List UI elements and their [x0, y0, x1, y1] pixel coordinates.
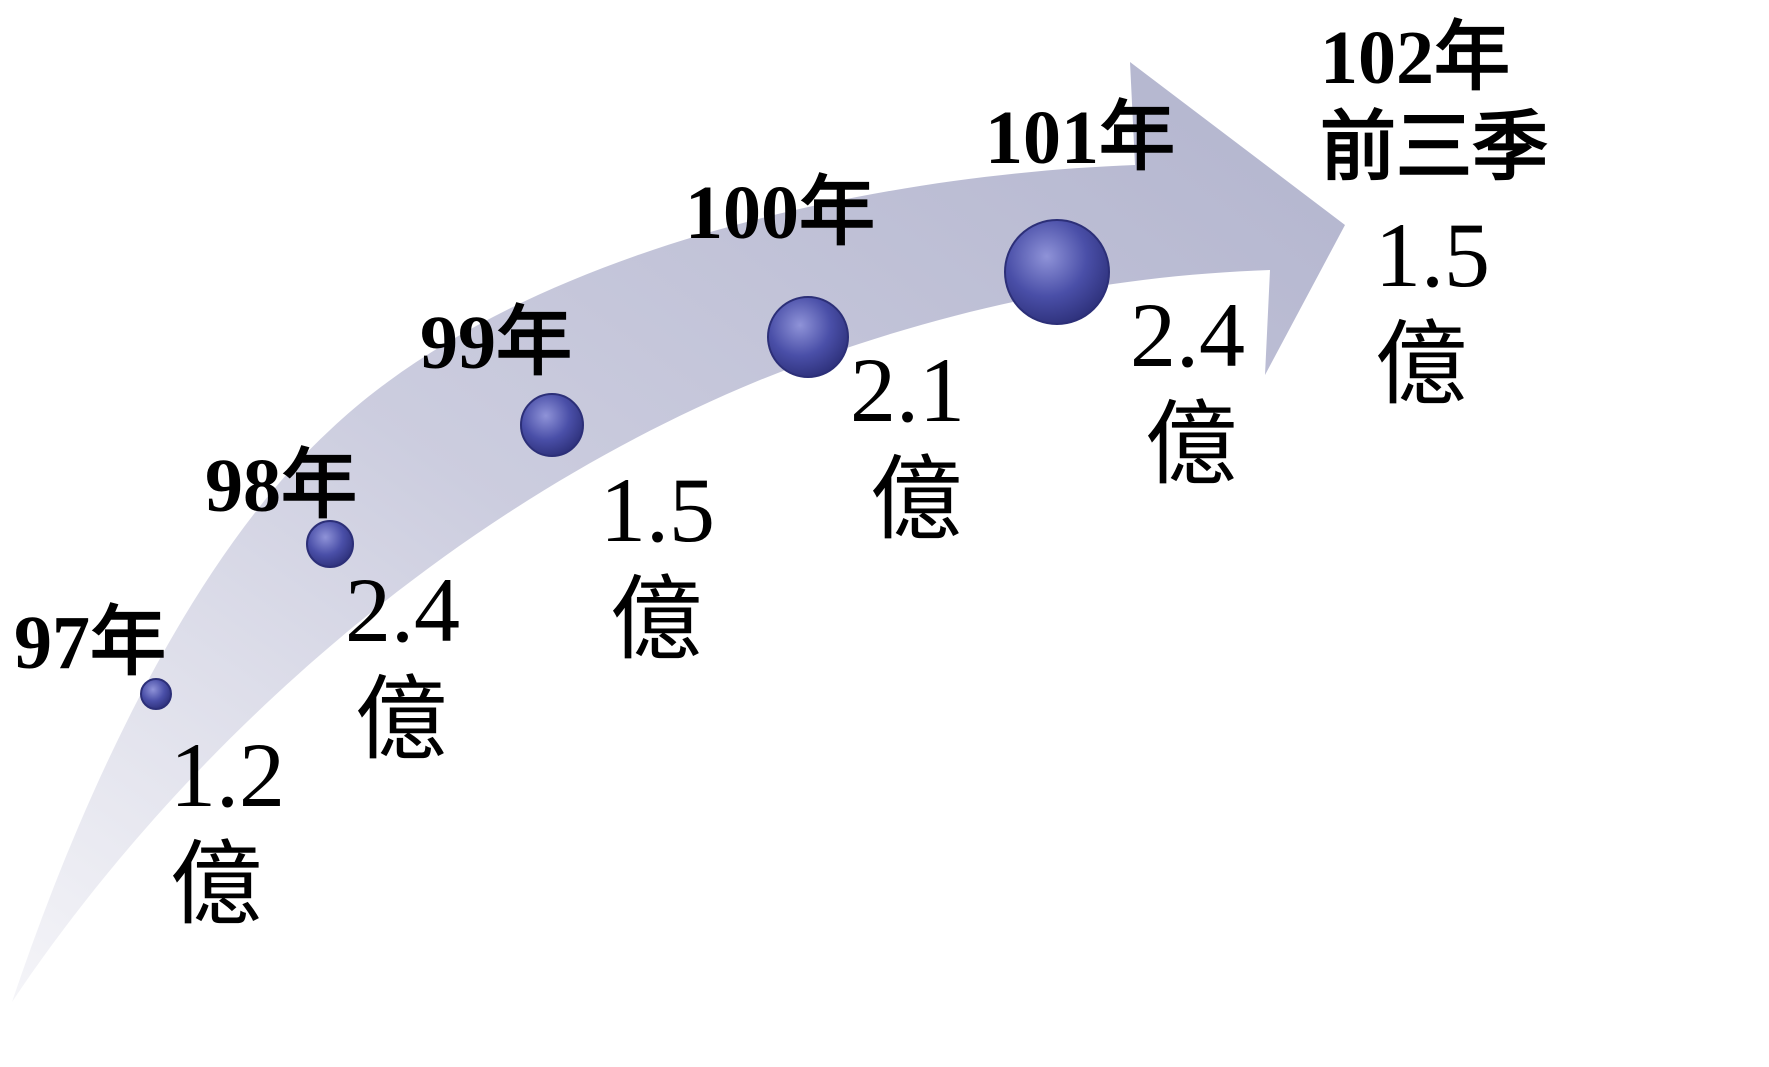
milestone-dot-97	[140, 678, 172, 710]
value-unit-102: 億	[1375, 314, 1468, 417]
value-label-102: 1.5 億	[1375, 200, 1490, 421]
milestone-dot-100	[767, 296, 849, 378]
year-label-102-line1: 102年	[1320, 16, 1510, 100]
value-label-101: 2.4 億	[1130, 280, 1245, 501]
milestone-dot-101	[1004, 219, 1110, 325]
year-label-102: 102年 前三季	[1320, 14, 1548, 193]
year-label-101: 101年	[985, 96, 1175, 180]
value-unit-101: 億	[1145, 394, 1238, 497]
value-amount-99: 1.5	[600, 459, 715, 561]
value-unit-98: 億	[355, 669, 448, 772]
value-amount-98: 2.4	[345, 559, 460, 661]
milestone-dot-98	[306, 520, 354, 568]
value-unit-99: 億	[610, 569, 703, 672]
value-amount-101: 2.4	[1130, 284, 1245, 386]
year-label-102-line2: 前三季	[1320, 105, 1548, 190]
year-label-99: 99年	[420, 301, 572, 385]
value-unit-100: 億	[870, 449, 963, 552]
milestone-dot-99	[520, 393, 584, 457]
value-amount-102: 1.5	[1375, 204, 1490, 306]
value-label-100: 2.1 億	[850, 335, 965, 556]
value-amount-97: 1.2	[170, 724, 285, 826]
value-label-98: 2.4 億	[345, 555, 460, 776]
value-unit-97: 億	[170, 834, 263, 937]
value-label-99: 1.5 億	[600, 455, 715, 676]
year-label-100: 100年	[685, 171, 875, 255]
value-label-97: 1.2 億	[170, 720, 285, 941]
year-label-97: 97年	[14, 601, 166, 685]
value-amount-100: 2.1	[850, 339, 965, 441]
year-label-98: 98年	[205, 444, 357, 528]
